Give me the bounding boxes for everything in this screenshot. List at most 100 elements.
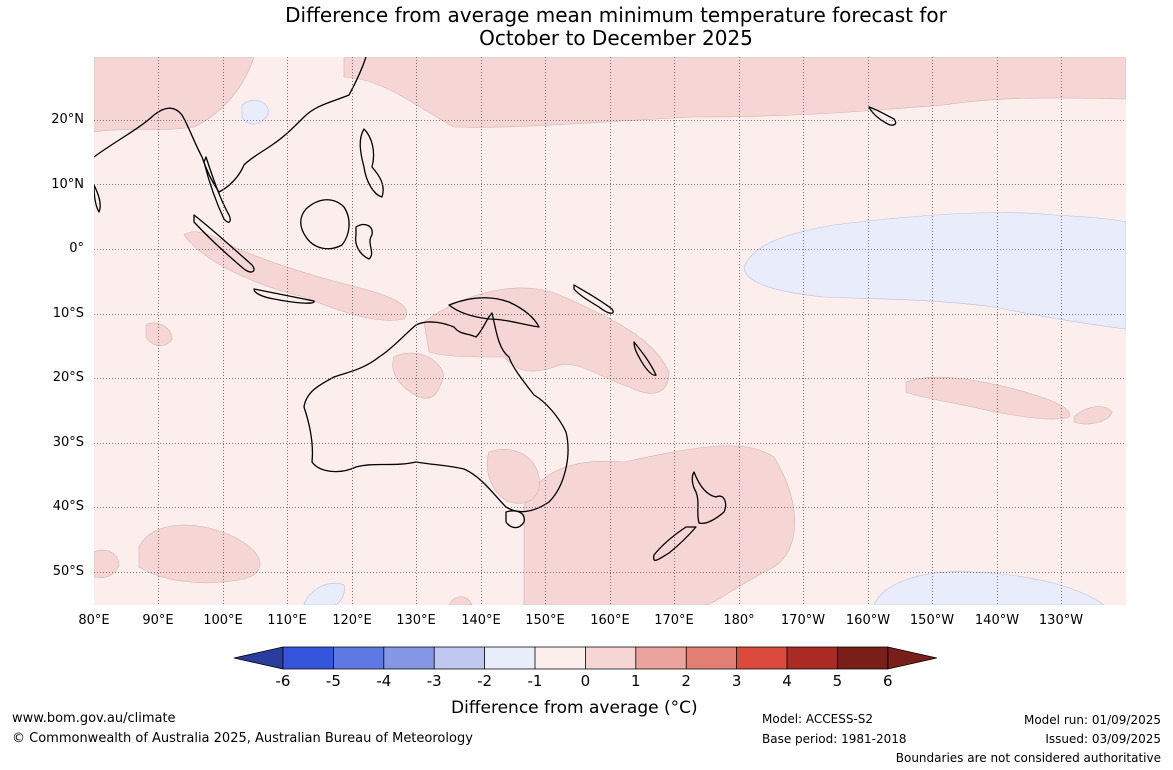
footer-copyright: © Commonwealth of Australia 2025, Austra… — [12, 731, 473, 746]
lat-label-10n: 10°N — [51, 177, 84, 192]
footer-model: Model: ACCESS-S2 — [762, 712, 874, 726]
footer-website: www.bom.gov.au/climate — [12, 711, 176, 726]
lat-label-equator: 0° — [69, 241, 84, 256]
colorbar-swatch — [383, 647, 435, 669]
sulawesi-coastline — [354, 224, 373, 260]
indian-ocean-warm-spot — [145, 322, 173, 346]
lon-label-80e: 80°E — [78, 613, 110, 628]
southwest-corner-warm-area — [94, 549, 120, 578]
southeast-asia-warm-area — [94, 57, 255, 133]
anomaly-1-to-2-regions — [94, 57, 1126, 605]
graticule — [94, 57, 1126, 605]
colorbar-tick-label: -2 — [477, 672, 493, 690]
colorbar-swatch — [585, 647, 636, 669]
colorbar-tick-label: 2 — [681, 672, 691, 690]
lon-label-110e: 110°E — [267, 613, 307, 628]
map-title: Difference from average mean minimum tem… — [0, 4, 1173, 50]
lon-label-150e: 150°E — [525, 613, 565, 628]
footer-base-period: Base period: 1981-2018 — [762, 732, 907, 746]
india-south-coast — [94, 184, 101, 213]
colorbar-arrow-high — [887, 646, 937, 670]
java-coastline — [253, 288, 315, 304]
colorbar-tick-label: -1 — [527, 672, 543, 690]
equatorial-pacific-cool-tongue — [743, 212, 1126, 330]
footer-disclaimer: Boundaries are not considered authoritat… — [895, 751, 1161, 765]
title-line-1: Difference from average mean minimum tem… — [285, 3, 947, 27]
lon-label-170e: 170°E — [654, 613, 694, 628]
new-zealand-south-island — [653, 526, 697, 561]
colorbar-arrow-low — [233, 646, 284, 670]
colorbar — [233, 646, 937, 670]
southern-pacific-cool-area — [873, 571, 1105, 605]
new-caledonia-coastline — [633, 341, 657, 376]
colorbar-tick-label: 0 — [580, 672, 591, 690]
title-line-2: October to December 2025 — [479, 26, 753, 50]
malay-peninsula-coastline — [203, 156, 231, 223]
southern-ocean-cool-spot — [303, 583, 345, 605]
north-pacific-warm-band — [343, 57, 1126, 128]
colorbar-tick-label: 3 — [731, 672, 742, 690]
lon-label-150w: 150°W — [909, 613, 955, 628]
forecast-map — [94, 57, 1126, 605]
lon-label-130w: 130°W — [1038, 613, 1084, 628]
tasman-warm-area — [523, 445, 795, 605]
southeast-australia-warm-area — [486, 449, 540, 504]
lon-label-130e: 130°E — [396, 613, 436, 628]
colorbar-swatch — [535, 647, 586, 669]
lat-label-20n: 20°N — [51, 112, 84, 127]
lat-label-50s: 50°S — [52, 564, 84, 579]
colorbar-tick-label: 1 — [631, 672, 641, 690]
tasmania-coastline — [505, 510, 525, 529]
colorbar-tick-label: -3 — [426, 672, 442, 690]
lon-label-90e: 90°E — [142, 613, 174, 628]
colorbar-tick-label: 5 — [832, 672, 843, 690]
south-pacific-warm-band — [905, 376, 1070, 420]
colorbar-swatch — [736, 647, 787, 669]
lon-label-100e: 100°E — [203, 613, 243, 628]
footer-model-run: Model run: 01/09/2025 — [1023, 713, 1161, 727]
colorbar-tick-label: 6 — [883, 672, 893, 690]
far-south-warm-spot — [448, 596, 473, 605]
colorbar-swatch — [434, 647, 485, 669]
southern-indian-ocean-warm-area — [138, 524, 261, 584]
map-canvas — [94, 57, 1126, 605]
colorbar-swatch — [787, 647, 838, 669]
colorbar-swatch — [837, 647, 888, 669]
new-guinea-coastline — [448, 297, 540, 328]
lon-label-140w: 140°W — [974, 613, 1020, 628]
lon-label-180: 180° — [723, 613, 755, 628]
coastlines — [94, 57, 897, 561]
borneo-coastline — [300, 199, 350, 250]
queensland-warm-area — [392, 352, 445, 399]
lat-label-20s: 20°S — [52, 370, 84, 385]
colorbar-swatch — [686, 647, 737, 669]
lon-label-160w: 160°W — [845, 613, 891, 628]
lon-label-140e: 140°E — [461, 613, 501, 628]
colorbar-tick-label: 4 — [782, 672, 792, 690]
hawaii-islands-coastline — [868, 106, 897, 126]
colorbar-tick-label: -6 — [275, 672, 291, 690]
colorbar-tick-label: -5 — [325, 672, 341, 690]
colorbar-swatch — [484, 647, 535, 669]
sumatra-coastline — [193, 214, 255, 273]
footer-issued: Issued: 03/09/2025 — [1045, 732, 1161, 746]
lat-label-30s: 30°S — [52, 435, 84, 450]
colorbar-swatch — [333, 647, 384, 669]
anomaly-0-to-minus-1-regions — [241, 99, 1126, 605]
solomon-islands-coastline — [573, 284, 614, 314]
lat-label-40s: 40°S — [52, 499, 84, 514]
indochina-cool-spot — [241, 99, 270, 125]
asia-mainland-coastline — [94, 57, 367, 193]
lon-label-120e: 120°E — [332, 613, 372, 628]
lon-label-170w: 170°W — [780, 613, 826, 628]
northern-australia-warm-area — [423, 287, 670, 394]
lat-label-10s: 10°S — [52, 306, 84, 321]
philippines-coastline — [359, 128, 384, 198]
new-zealand-north-island — [691, 471, 727, 525]
lon-label-160e: 160°E — [590, 613, 630, 628]
colorbar-label: Difference from average (°C) — [451, 698, 698, 718]
colorbar-swatch — [635, 647, 687, 669]
south-pacific-warm-spot — [1073, 406, 1113, 425]
colorbar-swatch — [283, 647, 334, 669]
colorbar-tick-label: -4 — [376, 672, 392, 690]
